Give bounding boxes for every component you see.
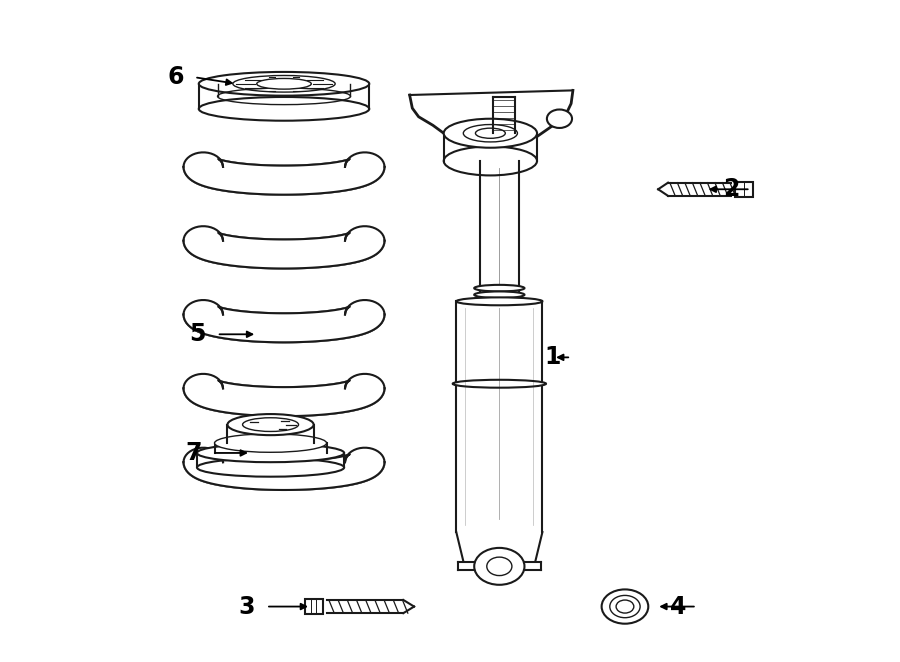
- FancyBboxPatch shape: [735, 182, 753, 197]
- Ellipse shape: [199, 72, 369, 95]
- Polygon shape: [184, 454, 384, 490]
- Ellipse shape: [444, 118, 537, 148]
- Polygon shape: [184, 307, 384, 342]
- Ellipse shape: [453, 380, 546, 388]
- Polygon shape: [184, 454, 384, 490]
- Polygon shape: [184, 159, 384, 195]
- Ellipse shape: [256, 79, 311, 89]
- Polygon shape: [184, 233, 384, 269]
- Text: 3: 3: [238, 594, 256, 618]
- FancyBboxPatch shape: [304, 598, 322, 614]
- Circle shape: [547, 109, 572, 128]
- Ellipse shape: [474, 285, 525, 291]
- Circle shape: [487, 557, 512, 575]
- Circle shape: [616, 600, 634, 613]
- Ellipse shape: [228, 414, 313, 435]
- Polygon shape: [184, 381, 384, 416]
- Polygon shape: [184, 307, 384, 342]
- Circle shape: [474, 548, 525, 585]
- Text: 6: 6: [167, 65, 184, 89]
- Text: 2: 2: [724, 177, 740, 201]
- Text: 4: 4: [670, 594, 686, 618]
- Ellipse shape: [475, 128, 505, 138]
- Ellipse shape: [456, 297, 543, 305]
- Polygon shape: [184, 159, 384, 195]
- Polygon shape: [184, 233, 384, 269]
- Text: 1: 1: [544, 346, 561, 369]
- Circle shape: [601, 589, 648, 624]
- Polygon shape: [405, 136, 428, 158]
- Ellipse shape: [474, 291, 525, 298]
- Ellipse shape: [197, 444, 344, 462]
- Polygon shape: [184, 381, 384, 416]
- Text: 7: 7: [185, 441, 202, 465]
- Ellipse shape: [214, 434, 327, 452]
- Text: 5: 5: [190, 322, 206, 346]
